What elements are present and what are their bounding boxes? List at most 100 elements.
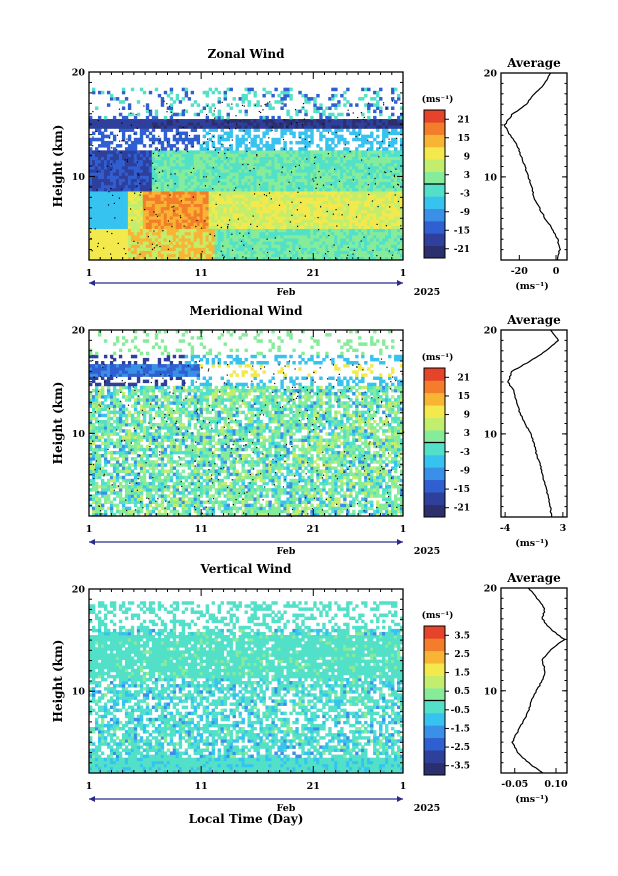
heatmap-cell — [259, 250, 263, 255]
heatmap-cell — [154, 175, 159, 179]
speckle-dot — [314, 157, 316, 159]
heatmap-cell — [199, 150, 204, 154]
heatmap-cell — [217, 213, 221, 217]
heatmap-cell — [391, 169, 395, 173]
heatmap-cell — [208, 178, 213, 183]
heatmap-cell — [328, 150, 332, 154]
heatmap-cell — [319, 162, 323, 167]
speckle-dot — [217, 152, 220, 154]
heatmap-cell — [190, 122, 195, 126]
heatmap-cell — [106, 222, 111, 226]
heatmap-cell — [271, 178, 275, 183]
heatmap-cell — [289, 234, 293, 239]
heatmap-cell — [169, 256, 174, 261]
heatmap-cell — [322, 256, 326, 261]
speckle-dot — [119, 131, 121, 133]
heatmap-cell — [376, 122, 380, 126]
heatmap-cell — [115, 234, 120, 239]
heatmap-cell — [394, 137, 398, 142]
heatmap-cell — [184, 213, 189, 217]
heatmap-cell — [106, 238, 111, 242]
heatmap-cell — [106, 197, 111, 201]
speckle-dot — [395, 137, 398, 139]
heatmap-cell — [196, 112, 201, 117]
heatmap-cell — [346, 162, 350, 167]
heatmap-cell — [217, 162, 221, 167]
heatmap-cell — [133, 169, 138, 173]
heatmap-cell — [241, 175, 245, 179]
heatmap-cell — [262, 228, 266, 233]
speckle-dot — [90, 231, 92, 233]
speckle-dot — [395, 168, 397, 170]
heatmap-cell — [397, 175, 401, 179]
heatmap-cell — [205, 184, 210, 189]
heatmap-cell — [370, 162, 374, 167]
heatmap-cell — [289, 169, 293, 173]
heatmap-cell — [124, 222, 129, 226]
heatmap-cell — [241, 125, 245, 129]
heatmap-cell — [208, 137, 213, 142]
heatmap-cell — [241, 244, 245, 248]
heatmap-cell — [89, 178, 93, 183]
heatmap-cell — [175, 194, 180, 198]
heatmap-cell — [139, 231, 144, 236]
heatmap-cell — [352, 222, 356, 226]
heatmap-cell — [169, 253, 174, 258]
heatmap-cell — [160, 178, 165, 183]
heatmap-cell — [172, 241, 177, 245]
heatmap-cell — [199, 203, 204, 208]
heatmap-cell — [121, 231, 126, 236]
heatmap-cell — [346, 209, 350, 214]
heatmap-cell — [355, 181, 359, 186]
heatmap-cell — [262, 209, 266, 214]
heatmap-cell — [277, 244, 281, 248]
heatmap-cell — [205, 228, 210, 233]
heatmap-cell — [322, 162, 326, 167]
heatmap-cell — [400, 119, 404, 123]
heatmap-cell — [397, 93, 401, 98]
heatmap-cell — [337, 175, 341, 179]
heatmap-cell — [118, 125, 123, 129]
heatmap-cell — [265, 140, 269, 145]
heatmap-cell — [160, 203, 165, 208]
heatmap-cell — [277, 213, 281, 217]
heatmap-cell — [184, 184, 189, 189]
heatmap-cell — [205, 191, 210, 195]
heatmap-cell — [319, 150, 323, 154]
heatmap-cell — [265, 191, 269, 195]
heatmap-cell — [235, 200, 239, 204]
heatmap-cell — [121, 222, 126, 226]
heatmap-cell — [382, 253, 386, 258]
heatmap-cell — [235, 175, 239, 179]
heatmap-cell — [89, 225, 93, 230]
heatmap-cell — [241, 225, 245, 230]
heatmap-cell — [151, 244, 156, 248]
heatmap-cell — [256, 187, 260, 192]
heatmap-cell — [343, 125, 347, 129]
heatmap-cell — [142, 247, 147, 251]
heatmap-cell — [391, 225, 395, 230]
heatmap-cell — [181, 122, 186, 126]
heatmap-cell — [187, 213, 192, 217]
heatmap-cell — [154, 253, 159, 258]
heatmap-cell — [328, 209, 332, 214]
heatmap-cell — [136, 228, 141, 233]
heatmap-cell — [391, 131, 395, 136]
heatmap-cell — [112, 125, 117, 129]
heatmap-cell — [355, 209, 359, 214]
heatmap-cell — [319, 244, 323, 248]
heatmap-cell — [247, 200, 251, 204]
heatmap-cell — [340, 219, 344, 223]
heatmap-cell — [184, 109, 189, 114]
heatmap-cell — [232, 172, 236, 176]
heatmap-cell — [319, 228, 323, 233]
speckle-dot — [135, 114, 137, 116]
heatmap-cell — [91, 125, 96, 129]
heatmap-cell — [139, 131, 144, 136]
heatmap-cell — [334, 234, 338, 239]
heatmap-cell — [244, 119, 248, 123]
heatmap-cell — [262, 162, 266, 167]
heatmap-cell — [202, 150, 207, 154]
heatmap-cell — [145, 181, 150, 186]
heatmap-cell — [214, 194, 218, 198]
